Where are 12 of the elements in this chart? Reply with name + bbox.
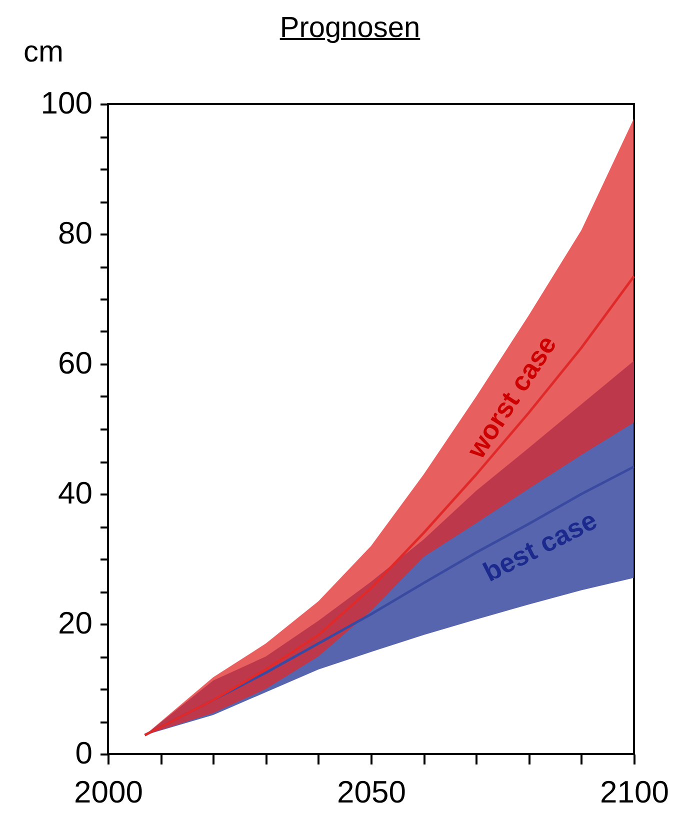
x-tick-label: 2100 bbox=[600, 774, 669, 810]
y-tick-label: 20 bbox=[58, 606, 92, 640]
y-tick-label: 60 bbox=[58, 346, 92, 380]
chart-title: Prognosen bbox=[278, 12, 422, 45]
y-tick-label: 0 bbox=[75, 736, 92, 770]
x-tick-label: 2050 bbox=[337, 774, 406, 810]
text: best case bbox=[478, 504, 602, 588]
y-axis-title: cm bbox=[24, 36, 64, 68]
x-tick-label: 2000 bbox=[74, 774, 143, 810]
y-tick-label: 40 bbox=[58, 476, 92, 510]
y-tick-label: 100 bbox=[40, 86, 92, 120]
y-tick-label: 80 bbox=[58, 216, 92, 250]
